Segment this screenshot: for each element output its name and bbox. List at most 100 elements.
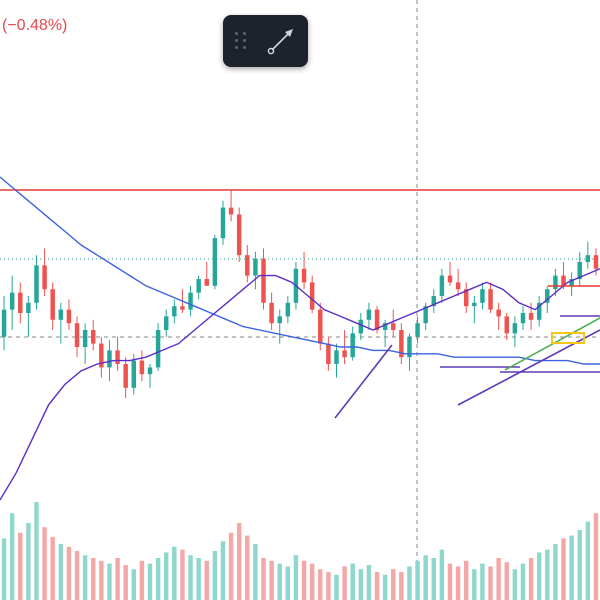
candle-body: [188, 292, 193, 310]
moving-average-long: [0, 176, 600, 365]
candle-body: [261, 258, 266, 303]
candle-body: [277, 316, 282, 324]
volume-bar: [34, 502, 39, 600]
volume-bar: [269, 560, 274, 600]
volume-bar: [107, 563, 112, 600]
candle-body: [374, 309, 380, 330]
volume-bar: [293, 555, 299, 600]
candle-body: [220, 207, 226, 239]
volume-bar: [391, 569, 396, 600]
volume-bar: [423, 555, 428, 600]
candle-body: [545, 289, 550, 303]
candle-body: [147, 367, 153, 375]
volume-bar: [342, 566, 347, 600]
grip-dots-icon[interactable]: [235, 32, 249, 50]
trend-line-tool-button[interactable]: [261, 21, 301, 61]
volume-bar: [74, 551, 80, 600]
candle-body: [366, 309, 372, 320]
candle-body: [42, 265, 47, 290]
volume-bar: [50, 537, 55, 600]
candle-body: [496, 309, 501, 317]
volume-bar: [318, 569, 323, 600]
volume-bar: [415, 560, 420, 600]
volume-bar: [326, 572, 331, 600]
candle-body: [163, 316, 169, 330]
volume-bar: [91, 558, 96, 600]
volume-bar: [155, 558, 161, 600]
candle-body: [301, 268, 307, 283]
candle-body: [455, 282, 461, 290]
volume-bar: [212, 551, 218, 600]
candle-body: [236, 214, 242, 256]
volume-bar: [447, 563, 453, 600]
candle-body: [520, 313, 526, 324]
candle-body: [334, 350, 339, 364]
candle-body: [172, 306, 177, 317]
volume-bar: [58, 544, 64, 600]
candle-body: [593, 255, 599, 269]
candle-body: [528, 313, 534, 320]
volume-bar: [285, 566, 291, 600]
candle-body: [407, 336, 412, 358]
volume-bar: [66, 546, 72, 600]
volume-bar: [561, 538, 566, 600]
volume-bar: [9, 513, 15, 600]
volume-bar: [228, 532, 234, 600]
volume-bar: [553, 544, 558, 600]
candle-body: [228, 207, 234, 215]
volume-bar: [528, 558, 534, 600]
candle-body: [480, 289, 485, 303]
drawn-highlight-box: [551, 332, 585, 344]
volume-bar: [512, 569, 518, 600]
candle-body: [180, 306, 185, 310]
candle-body: [504, 316, 509, 334]
candle-body: [82, 330, 88, 347]
volume-bar: [180, 549, 185, 600]
candle-body: [34, 265, 39, 303]
volume-bar: [577, 530, 582, 600]
trend-line-icon: [267, 29, 293, 55]
volume-bar: [439, 549, 445, 600]
volume-bar: [123, 565, 128, 600]
volume-bar: [115, 558, 120, 600]
candle-body: [285, 302, 291, 317]
candle-body: [382, 323, 388, 330]
candle-body: [131, 360, 137, 388]
candle-body: [318, 309, 323, 344]
volume-bar: [536, 552, 542, 600]
volume-bar: [358, 569, 364, 600]
volume-bar: [472, 569, 477, 600]
volume-bar: [374, 572, 380, 600]
candle-body: [472, 302, 477, 307]
volume-bar: [220, 541, 226, 600]
volume-bar: [131, 569, 137, 600]
volume-bar: [42, 527, 47, 600]
volume-bar: [488, 566, 493, 600]
volume-bar: [334, 574, 339, 600]
volume-bar: [188, 555, 193, 600]
candle-body: [350, 333, 355, 358]
volume-bar: [253, 544, 258, 600]
volume-bar: [26, 523, 31, 600]
candle-body: [155, 330, 161, 368]
volume-bar: [1, 538, 7, 600]
candle-body: [139, 360, 145, 375]
volume-bar: [204, 560, 209, 600]
candle-body: [26, 302, 31, 313]
candle-body: [253, 258, 258, 276]
candle-body: [415, 323, 420, 337]
candle-body: [423, 306, 428, 324]
volume-bar: [277, 563, 282, 600]
candle-body: [18, 292, 23, 313]
candle-body: [1, 309, 7, 337]
volume-bar: [236, 523, 242, 600]
candle-body: [115, 350, 120, 364]
candle-body: [91, 330, 96, 344]
volume-bar: [301, 560, 307, 600]
candle-body: [123, 364, 128, 388]
moving-average-short: [0, 268, 600, 501]
volume-bar: [480, 563, 485, 600]
floating-drawing-toolbar[interactable]: [223, 15, 308, 67]
